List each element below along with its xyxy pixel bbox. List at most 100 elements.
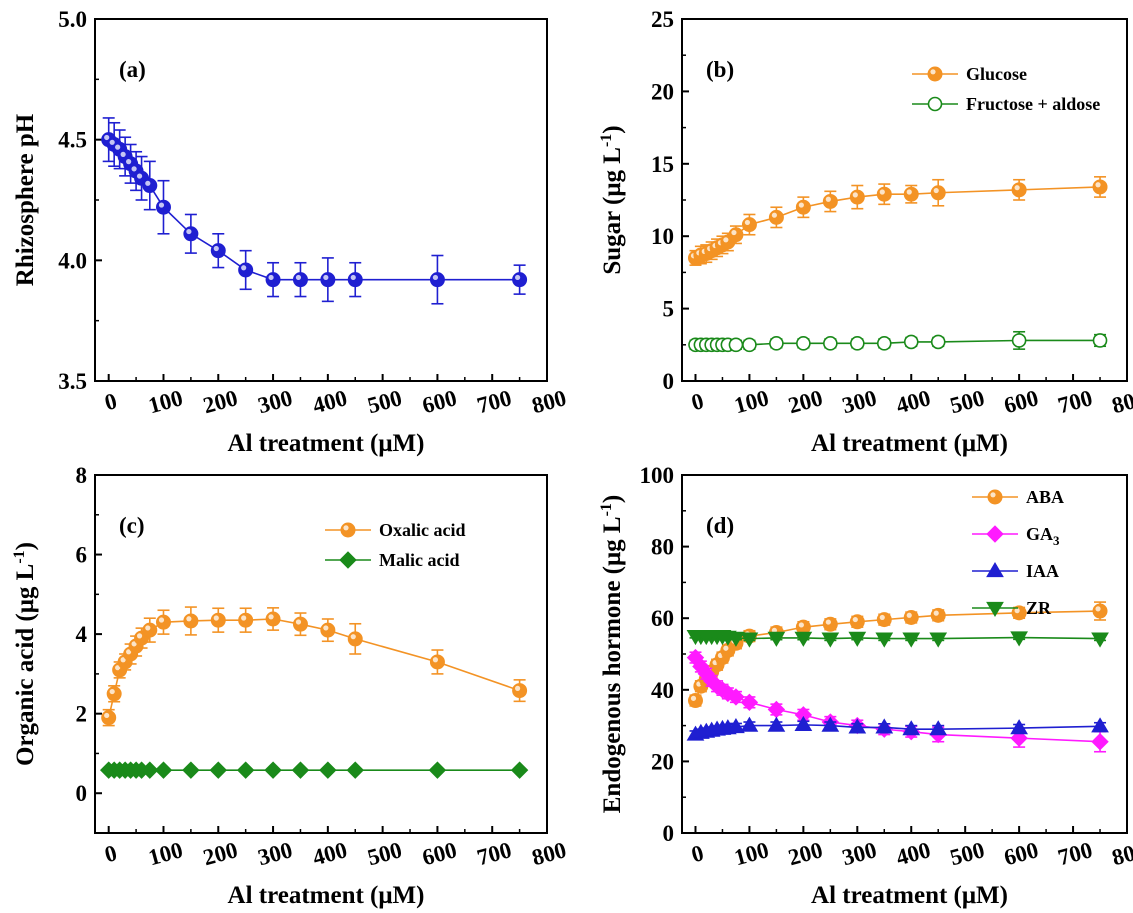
- data-point: [155, 614, 171, 630]
- data-point-highlight: [723, 237, 729, 243]
- x-tick-label: 600: [1001, 385, 1041, 418]
- y-tick-label: 0: [76, 781, 88, 806]
- data-point: [903, 186, 919, 202]
- y-tick-label: 20: [651, 79, 674, 104]
- data-point: [236, 761, 255, 779]
- y-tick-label: 8: [76, 463, 88, 488]
- x-tick-label: 700: [474, 837, 514, 870]
- y-axis-label-sup: -1: [598, 134, 615, 147]
- y-tick-label: 3.5: [58, 369, 87, 394]
- y-tick-label: 5.0: [58, 7, 87, 32]
- data-point: [106, 686, 122, 702]
- data-point: [347, 631, 363, 647]
- legend-label: Fructose + aldose: [966, 94, 1100, 114]
- x-tick-label: 0: [689, 840, 707, 867]
- y-axis-label: Sugar (μg L-1): [598, 125, 626, 274]
- legend-marker: [927, 66, 943, 82]
- x-tick-label: 400: [310, 385, 350, 418]
- data-point: [209, 761, 227, 779]
- data-point: [210, 612, 226, 628]
- data-point-highlight: [432, 274, 439, 281]
- data-point-highlight: [241, 265, 247, 271]
- data-point-highlight: [158, 617, 165, 623]
- x-tick-label: 300: [839, 837, 879, 870]
- legend-label-main: Malic acid: [379, 550, 459, 570]
- y-axis-label-main: Sugar (μg L: [599, 147, 626, 275]
- data-point: [1091, 632, 1109, 648]
- y-axis-label: Rhizosphere pH: [12, 113, 39, 286]
- x-tick-label: 500: [365, 385, 405, 418]
- y-axis-label: Endogenous hormone (μg L-1): [598, 495, 626, 814]
- data-point-highlight: [145, 625, 151, 631]
- data-point: [154, 761, 173, 779]
- data-point: [1092, 603, 1108, 619]
- data-point: [727, 718, 745, 734]
- data-point: [769, 336, 784, 351]
- x-tick-label: 0: [689, 388, 707, 415]
- data-point-highlight: [120, 151, 126, 157]
- y-tick-label: 4.5: [58, 128, 87, 153]
- legend-label-main: Oxalic acid: [379, 520, 466, 540]
- x-tick-label: 700: [1055, 837, 1095, 870]
- x-tick-label: 300: [255, 385, 295, 418]
- legend-marker-highlight: [343, 525, 349, 531]
- data-point: [264, 761, 282, 779]
- data-point: [902, 632, 921, 648]
- plot-frame: [681, 18, 1128, 382]
- series-fructose-aldose: [688, 330, 1108, 353]
- data-point: [875, 718, 894, 734]
- data-point-highlight: [115, 665, 121, 671]
- data-point-highlight: [323, 625, 329, 631]
- data-point-highlight: [723, 645, 729, 651]
- legend-item: Fructose + aldose: [912, 94, 1100, 114]
- x-tick-label: 500: [947, 385, 987, 418]
- y-tick-label: 100: [640, 463, 675, 488]
- legend-item: ABA: [972, 487, 1064, 507]
- legend-label: ABA: [1026, 487, 1064, 507]
- data-point-highlight: [933, 187, 939, 194]
- legend-item: Oxalic acid: [325, 520, 466, 540]
- data-point-highlight: [879, 189, 885, 195]
- legend-label: Glucose: [966, 64, 1027, 84]
- legend-marker-highlight: [990, 492, 996, 498]
- x-tick-label: 0: [102, 840, 120, 867]
- data-point: [850, 336, 865, 351]
- data-point: [849, 189, 865, 205]
- data-point: [930, 334, 946, 350]
- data-point: [740, 716, 759, 732]
- y-tick-label: 4: [76, 622, 88, 647]
- y-tick-label: 80: [651, 535, 674, 560]
- data-point: [319, 761, 337, 779]
- data-point: [727, 631, 745, 647]
- legend-marker: [927, 96, 943, 112]
- series-0: [101, 117, 528, 305]
- data-point: [320, 622, 336, 638]
- x-tick-label: 200: [786, 385, 826, 418]
- y-tick-label: 40: [651, 678, 674, 703]
- x-tick-label: 100: [146, 837, 186, 870]
- x-tick-label: 400: [310, 837, 350, 870]
- legend-item: Glucose: [912, 64, 1027, 84]
- data-point-highlight: [933, 610, 939, 616]
- legend-marker: [340, 522, 356, 538]
- y-axis-label-tail: ): [599, 125, 626, 133]
- x-tick-label: 0: [102, 388, 120, 415]
- series-zr: [686, 630, 1109, 648]
- panel-label: (c): [119, 513, 145, 538]
- data-point: [429, 654, 445, 670]
- y-tick-label: 5: [663, 297, 675, 322]
- data-point-highlight: [213, 615, 219, 621]
- data-point: [794, 631, 813, 647]
- x-tick-label: 800: [529, 837, 569, 870]
- data-point: [1091, 717, 1109, 733]
- data-point-highlight: [131, 641, 137, 647]
- data-point-highlight: [879, 614, 885, 621]
- data-point-highlight: [825, 196, 831, 202]
- data-point: [1010, 719, 1028, 735]
- panel-label: (d): [706, 513, 734, 538]
- series-line: [107, 618, 520, 718]
- y-axis-label-tail: ): [12, 542, 39, 550]
- legend-item: IAA: [972, 561, 1059, 581]
- legend-marker: [987, 489, 1003, 505]
- data-point: [822, 193, 838, 209]
